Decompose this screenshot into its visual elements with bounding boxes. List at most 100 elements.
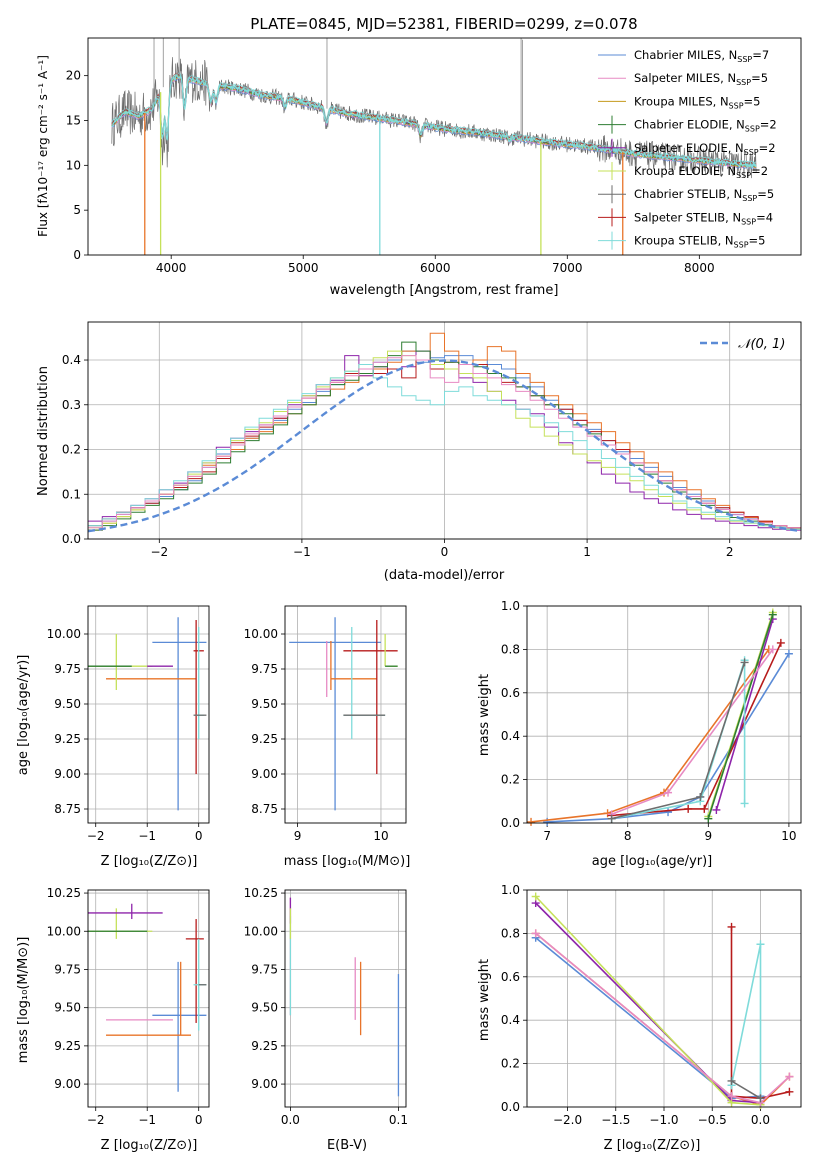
residuals-panel: −2 −1 0 1 2 0.0 0.1 0.2 0.3 0.4 𝒩(0, 1) bbox=[62, 321, 802, 559]
x-tick-label: 0.0 bbox=[281, 1113, 300, 1127]
data-point bbox=[106, 961, 191, 1036]
spectrum-panel: 4000 5000 6000 7000 8000 0 5 10 15 20 Chabrier MIL… bbox=[66, 37, 802, 275]
y-tick-label: 9.25 bbox=[251, 1039, 278, 1053]
plus-marker bbox=[531, 892, 540, 901]
legend-label: Salpeter STELIB, NSSP=4 bbox=[634, 210, 773, 226]
legend-label-tail: =4 bbox=[756, 210, 773, 224]
axes-frame bbox=[284, 605, 407, 824]
data-point bbox=[185, 919, 204, 1023]
mass-weight-line bbox=[611, 642, 782, 817]
y-tick-label: 9.25 bbox=[54, 1039, 81, 1053]
data-point bbox=[196, 627, 204, 739]
axes-frame bbox=[87, 889, 210, 1108]
x-tick-label: 5000 bbox=[288, 261, 319, 275]
age-vs-mass-panel: 9 10 8.75 9.00 9.25 9.50 9.75 10.00 bbox=[244, 605, 407, 843]
y-tick-label: 5 bbox=[73, 203, 81, 217]
legend-label: Chabrier MILES, NSSP=7 bbox=[634, 48, 769, 64]
plus-marker bbox=[740, 658, 749, 667]
residual-histogram-step bbox=[88, 355, 801, 539]
y-tick-label: 10.00 bbox=[244, 627, 278, 641]
plus-marker bbox=[543, 817, 552, 826]
plus-marker bbox=[785, 1087, 794, 1096]
x-tick-label: −1 bbox=[138, 1113, 156, 1127]
legend-label-sub: SSP bbox=[729, 101, 744, 110]
legend-label-sub: SSP bbox=[736, 171, 751, 180]
spectrum-xlabel: wavelength [Angstrom, rest frame] bbox=[330, 283, 559, 298]
mass-weight-line bbox=[731, 1080, 761, 1099]
legend-label-tail: =5 bbox=[749, 234, 766, 248]
legend-label: Kroupa MILES, NSSP=5 bbox=[634, 94, 760, 110]
legend-label-name: Kroupa STELIB, N bbox=[634, 234, 734, 248]
legend-label-tail: =2 bbox=[760, 118, 777, 132]
mass-weight-line bbox=[611, 660, 746, 820]
y-tick-label: 20 bbox=[66, 69, 81, 83]
x-tick-label: −0.5 bbox=[698, 1113, 727, 1127]
axes-frame bbox=[526, 889, 802, 1108]
x-tick-label: 0.1 bbox=[389, 1113, 408, 1127]
x-tick-label: 0 bbox=[195, 829, 203, 843]
y-tick-label: 0.6 bbox=[501, 686, 520, 700]
y-tick-label: 9.00 bbox=[251, 1077, 278, 1091]
plus-marker bbox=[756, 940, 765, 949]
x-tick-label: 0 bbox=[441, 545, 449, 559]
legend-label: Kroupa ELODIE, NSSP=2 bbox=[634, 164, 768, 180]
x-tick-label: −2 bbox=[150, 545, 168, 559]
age-vs-Z-ylabel: age [log₁₀(age/yr)] bbox=[16, 655, 31, 776]
y-tick-label: 9.25 bbox=[54, 732, 81, 746]
legend-label-name: Salpeter ELODIE, N bbox=[634, 141, 744, 155]
y-tick-label: 9.75 bbox=[251, 662, 278, 676]
x-tick-label: 9 bbox=[294, 829, 302, 843]
y-tick-label: 9.75 bbox=[251, 962, 278, 976]
y-tick-label: 9.50 bbox=[251, 697, 278, 711]
massweight-vs-age-plot-area bbox=[527, 608, 793, 826]
y-tick-label: 9.75 bbox=[54, 962, 81, 976]
data-point bbox=[359, 961, 362, 1036]
y-tick-label: 8.75 bbox=[54, 802, 81, 816]
plus-marker bbox=[727, 922, 736, 931]
normal-distribution-curve bbox=[88, 359, 801, 533]
legend-label-name: Chabrier MILES, N bbox=[634, 48, 737, 62]
mass-vs-ebv-plot-area bbox=[289, 897, 400, 1097]
plus-marker bbox=[603, 809, 612, 818]
y-tick-label: 1.0 bbox=[501, 883, 520, 897]
axes-frame bbox=[526, 605, 802, 824]
legend-label-sub: SSP bbox=[736, 78, 751, 87]
plus-marker bbox=[785, 1072, 794, 1081]
axes-frame bbox=[87, 321, 802, 540]
legend-label-sub: SSP bbox=[741, 217, 756, 226]
y-tick-label: 9.00 bbox=[54, 1077, 81, 1091]
y-tick-label: 0.2 bbox=[501, 773, 520, 787]
y-tick-label: 9.00 bbox=[251, 767, 278, 781]
kroupa-stelib-model-line bbox=[111, 73, 757, 170]
y-tick-label: 0.0 bbox=[62, 532, 81, 546]
mass-weight-line bbox=[535, 895, 761, 1106]
data-point bbox=[88, 903, 163, 920]
legend-label-name: Salpeter MILES, N bbox=[634, 71, 736, 85]
mass-weight-line bbox=[530, 648, 770, 823]
y-tick-label: 10.00 bbox=[47, 627, 81, 641]
x-tick-label: 0 bbox=[195, 1113, 203, 1127]
age-vs-Z-plot-area bbox=[88, 617, 207, 811]
data-point bbox=[330, 641, 377, 690]
x-tick-label: −1 bbox=[138, 829, 156, 843]
plus-marker bbox=[768, 645, 777, 654]
massweight-vs-age-ylabel: mass weight bbox=[477, 674, 492, 756]
x-tick-label: −2 bbox=[87, 1113, 105, 1127]
legend-label: Salpeter ELODIE, NSSP=2 bbox=[634, 141, 776, 157]
plus-marker bbox=[768, 610, 777, 619]
y-tick-label: 0.6 bbox=[501, 970, 520, 984]
legend-label-sub: SSP bbox=[737, 55, 752, 64]
legend-label-sub: SSP bbox=[744, 148, 759, 157]
legend-label-tail: =5 bbox=[744, 94, 761, 108]
legend-label-name: Salpeter STELIB, N bbox=[634, 210, 741, 224]
y-tick-label: 0.0 bbox=[501, 1100, 520, 1114]
residual-histogram-step bbox=[88, 364, 801, 539]
mass-weight-line bbox=[611, 648, 774, 816]
axes-frame bbox=[284, 889, 407, 1108]
legend-label-tail: =5 bbox=[751, 71, 768, 85]
x-tick-label: −2.0 bbox=[553, 1113, 582, 1127]
axes-frame bbox=[87, 605, 210, 824]
plus-marker bbox=[527, 817, 536, 826]
x-tick-label: 0.0 bbox=[751, 1113, 770, 1127]
